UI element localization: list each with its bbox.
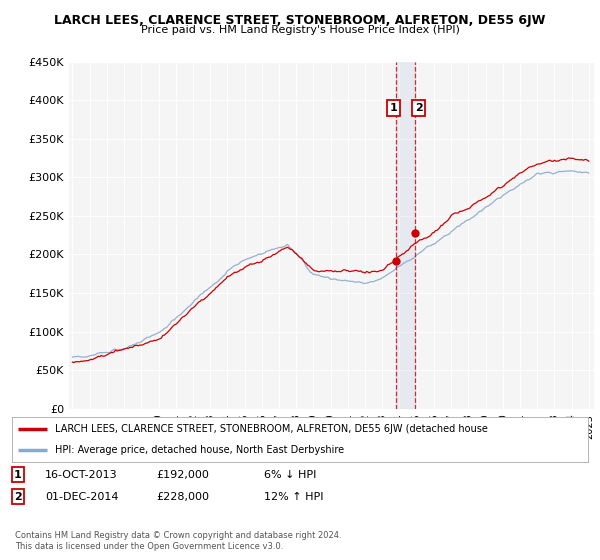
Text: 01-DEC-2014: 01-DEC-2014: [45, 492, 119, 502]
Text: 12% ↑ HPI: 12% ↑ HPI: [264, 492, 323, 502]
Text: This data is licensed under the Open Government Licence v3.0.: This data is licensed under the Open Gov…: [15, 542, 283, 550]
Text: 1: 1: [389, 103, 397, 113]
Text: Price paid vs. HM Land Registry's House Price Index (HPI): Price paid vs. HM Land Registry's House …: [140, 25, 460, 35]
Text: 6% ↓ HPI: 6% ↓ HPI: [264, 470, 316, 480]
Text: 16-OCT-2013: 16-OCT-2013: [45, 470, 118, 480]
Text: 2: 2: [415, 103, 422, 113]
Text: £228,000: £228,000: [156, 492, 209, 502]
Text: LARCH LEES, CLARENCE STREET, STONEBROOM, ALFRETON, DE55 6JW: LARCH LEES, CLARENCE STREET, STONEBROOM,…: [55, 14, 545, 27]
Text: LARCH LEES, CLARENCE STREET, STONEBROOM, ALFRETON, DE55 6JW (detached house: LARCH LEES, CLARENCE STREET, STONEBROOM,…: [55, 424, 488, 435]
Bar: [396, 62, 415, 409]
Text: 2: 2: [14, 492, 22, 502]
Text: HPI: Average price, detached house, North East Derbyshire: HPI: Average price, detached house, Nort…: [55, 445, 344, 455]
Text: 1: 1: [14, 470, 22, 480]
Text: Contains HM Land Registry data © Crown copyright and database right 2024.: Contains HM Land Registry data © Crown c…: [15, 531, 341, 540]
Text: £192,000: £192,000: [156, 470, 209, 480]
